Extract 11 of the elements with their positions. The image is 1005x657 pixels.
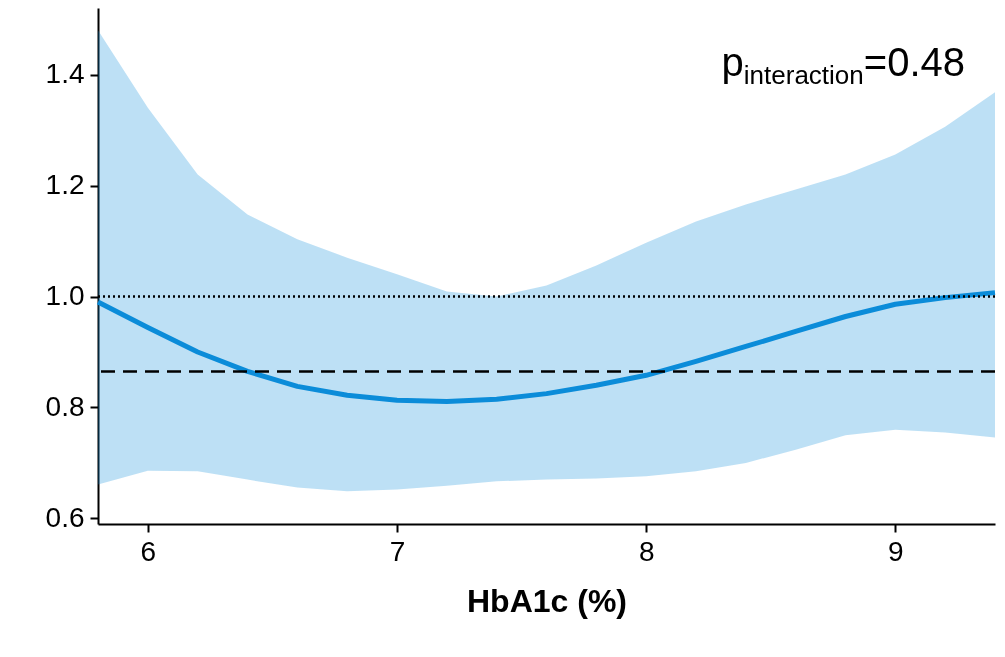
x-tick-label: 7 (389, 535, 406, 567)
y-tick-label: 0.6 (45, 501, 85, 533)
y-tick-label: 1.4 (45, 58, 85, 90)
x-tick-label: 6 (140, 535, 157, 567)
y-tick-label: 1.2 (45, 169, 85, 201)
x-tick-label: 8 (638, 535, 655, 567)
y-tick-label: 1.0 (45, 280, 85, 312)
x-axis-title: HbA1c (%) (466, 582, 628, 619)
x-tick-label: 9 (888, 535, 904, 567)
annotation: p$_{interaction}$=0.48 (721, 40, 965, 91)
y-tick-label: 0.8 (45, 390, 85, 422)
